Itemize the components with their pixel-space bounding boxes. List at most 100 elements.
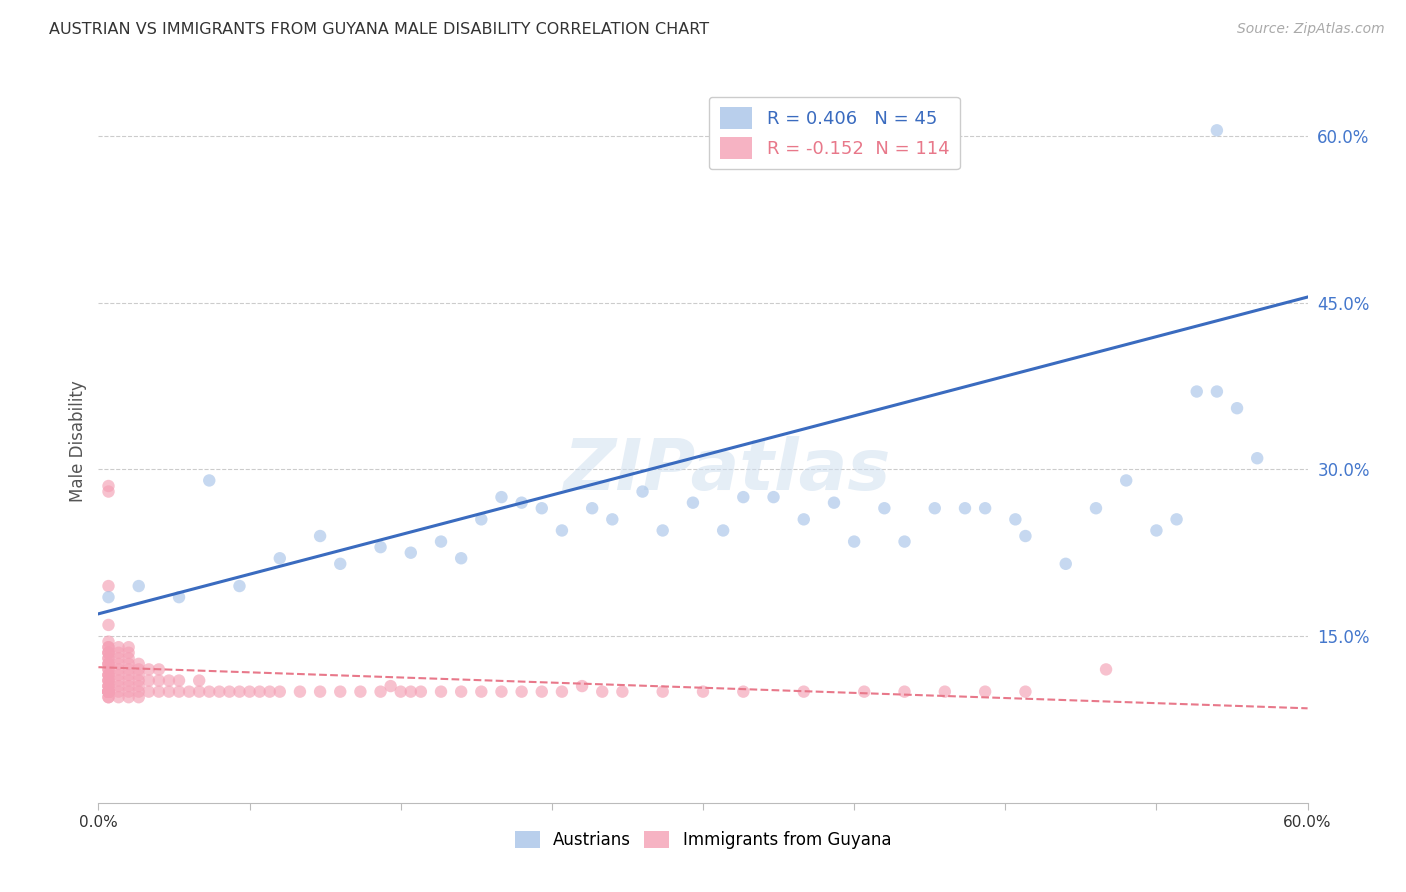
Point (107, 657, 129, 671)
Point (651, 524, 673, 538)
Point (762, 490, 785, 504)
Point (118, 668, 141, 682)
Point (934, 684, 956, 698)
Point (844, 534, 866, 549)
Point (97, 651, 120, 665)
Point (228, 684, 250, 698)
Point (470, 684, 492, 698)
Point (118, 684, 141, 698)
Point (107, 668, 129, 682)
Point (138, 684, 160, 698)
Point (157, 673, 180, 688)
Point (97, 690, 120, 705)
Point (793, 684, 815, 698)
Point (128, 668, 150, 682)
Point (510, 684, 533, 698)
Point (491, 490, 513, 504)
Point (530, 684, 553, 698)
Point (107, 640, 129, 655)
Point (430, 684, 453, 698)
Point (148, 684, 170, 698)
Point (1206, 123, 1229, 137)
Point (107, 646, 129, 660)
Point (249, 684, 271, 698)
Point (97, 662, 120, 676)
Point (97, 684, 120, 698)
Point (97, 684, 120, 698)
Point (1146, 524, 1168, 538)
Point (97, 679, 120, 693)
Point (128, 690, 150, 705)
Point (148, 662, 170, 676)
Point (1166, 512, 1188, 526)
Point (228, 579, 250, 593)
Point (1115, 474, 1137, 488)
Point (651, 684, 673, 698)
Point (97, 668, 120, 682)
Point (97, 646, 120, 660)
Point (107, 673, 129, 688)
Point (1014, 684, 1036, 698)
Point (370, 684, 392, 698)
Point (118, 651, 141, 665)
Point (1054, 557, 1077, 571)
Point (1085, 501, 1108, 516)
Point (259, 684, 281, 698)
Point (118, 657, 141, 671)
Point (269, 684, 291, 698)
Point (97, 651, 120, 665)
Point (107, 662, 129, 676)
Point (450, 684, 472, 698)
Point (491, 684, 513, 698)
Point (893, 684, 915, 698)
Point (97, 640, 120, 655)
Point (380, 679, 402, 693)
Point (399, 684, 422, 698)
Point (409, 684, 432, 698)
Point (167, 684, 190, 698)
Point (97, 662, 120, 676)
Point (97, 640, 120, 655)
Point (198, 684, 221, 698)
Point (733, 684, 755, 698)
Point (167, 673, 190, 688)
Point (692, 684, 714, 698)
Point (873, 501, 896, 516)
Point (118, 640, 141, 655)
Point (974, 501, 997, 516)
Point (239, 684, 262, 698)
Point (97, 684, 120, 698)
Point (530, 501, 553, 516)
Point (128, 662, 150, 676)
Point (128, 673, 150, 688)
Text: ZIPatlas: ZIPatlas (564, 436, 891, 505)
Point (97, 646, 120, 660)
Point (138, 673, 160, 688)
Point (551, 524, 574, 538)
Point (974, 684, 997, 698)
Point (118, 690, 141, 705)
Point (188, 684, 211, 698)
Point (551, 684, 574, 698)
Point (682, 496, 704, 510)
Point (1206, 384, 1229, 399)
Point (97, 673, 120, 688)
Point (370, 540, 392, 554)
Point (148, 673, 170, 688)
Point (1226, 401, 1249, 416)
Point (329, 684, 352, 698)
Point (188, 673, 211, 688)
Point (309, 684, 332, 698)
Point (118, 673, 141, 688)
Point (179, 684, 201, 698)
Point (97, 673, 120, 688)
Point (309, 529, 332, 543)
Legend: Austrians, Immigrants from Guyana: Austrians, Immigrants from Guyana (508, 824, 898, 856)
Point (97, 673, 120, 688)
Point (1014, 529, 1036, 543)
Point (97, 684, 120, 698)
Point (97, 684, 120, 698)
Point (97, 657, 120, 671)
Point (97, 657, 120, 671)
Point (128, 679, 150, 693)
